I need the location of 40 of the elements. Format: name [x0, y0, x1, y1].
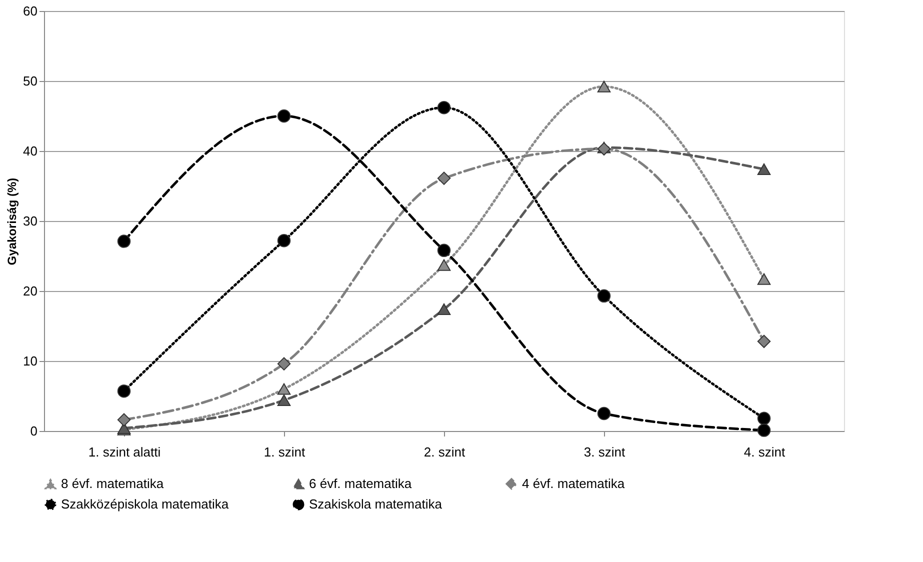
- x-tick-label: 4. szint: [744, 444, 786, 460]
- x-tick-label: 1. szint alatti: [88, 444, 161, 460]
- y-tick-label: 30: [23, 214, 38, 228]
- legend-label: 4 évf. matematika: [522, 476, 626, 491]
- point: [277, 394, 291, 406]
- point: [277, 357, 291, 370]
- point: [437, 244, 451, 258]
- y-axis-title: Gyakoriság (%): [5, 178, 20, 266]
- legend-label: 6 évf. matematika: [309, 476, 412, 492]
- point: [757, 334, 771, 348]
- point: [757, 424, 771, 437]
- point: [757, 273, 771, 285]
- point: [757, 163, 771, 176]
- y-tick-label: 0: [30, 424, 38, 438]
- legend-label: Szakiskola matematika: [309, 496, 443, 512]
- point: [117, 234, 131, 248]
- point: [117, 413, 131, 426]
- y-tick-label: 40: [23, 144, 38, 158]
- point: [597, 142, 611, 156]
- point: [437, 172, 451, 185]
- y-tick-label: 50: [23, 74, 38, 88]
- point: [437, 100, 451, 114]
- point: [117, 384, 131, 398]
- point: [597, 406, 611, 420]
- point: [437, 303, 451, 316]
- point: [597, 80, 611, 92]
- point: [277, 109, 291, 123]
- point: [597, 289, 611, 303]
- y-tick-label: 60: [23, 4, 38, 18]
- point: [437, 259, 451, 271]
- legend-label: 8 évf. matematika: [61, 476, 164, 492]
- y-tick-label: 10: [23, 354, 38, 368]
- x-tick-label: 1. szint: [264, 444, 306, 460]
- legend-label: Szakközépiskola matematika: [61, 496, 230, 512]
- point: [277, 383, 291, 395]
- x-tick-label: 2. szint: [424, 444, 466, 460]
- point: [757, 412, 771, 426]
- y-tick-label: 20: [23, 284, 38, 298]
- x-tick-label: 3. szint: [584, 444, 626, 460]
- point: [277, 234, 291, 248]
